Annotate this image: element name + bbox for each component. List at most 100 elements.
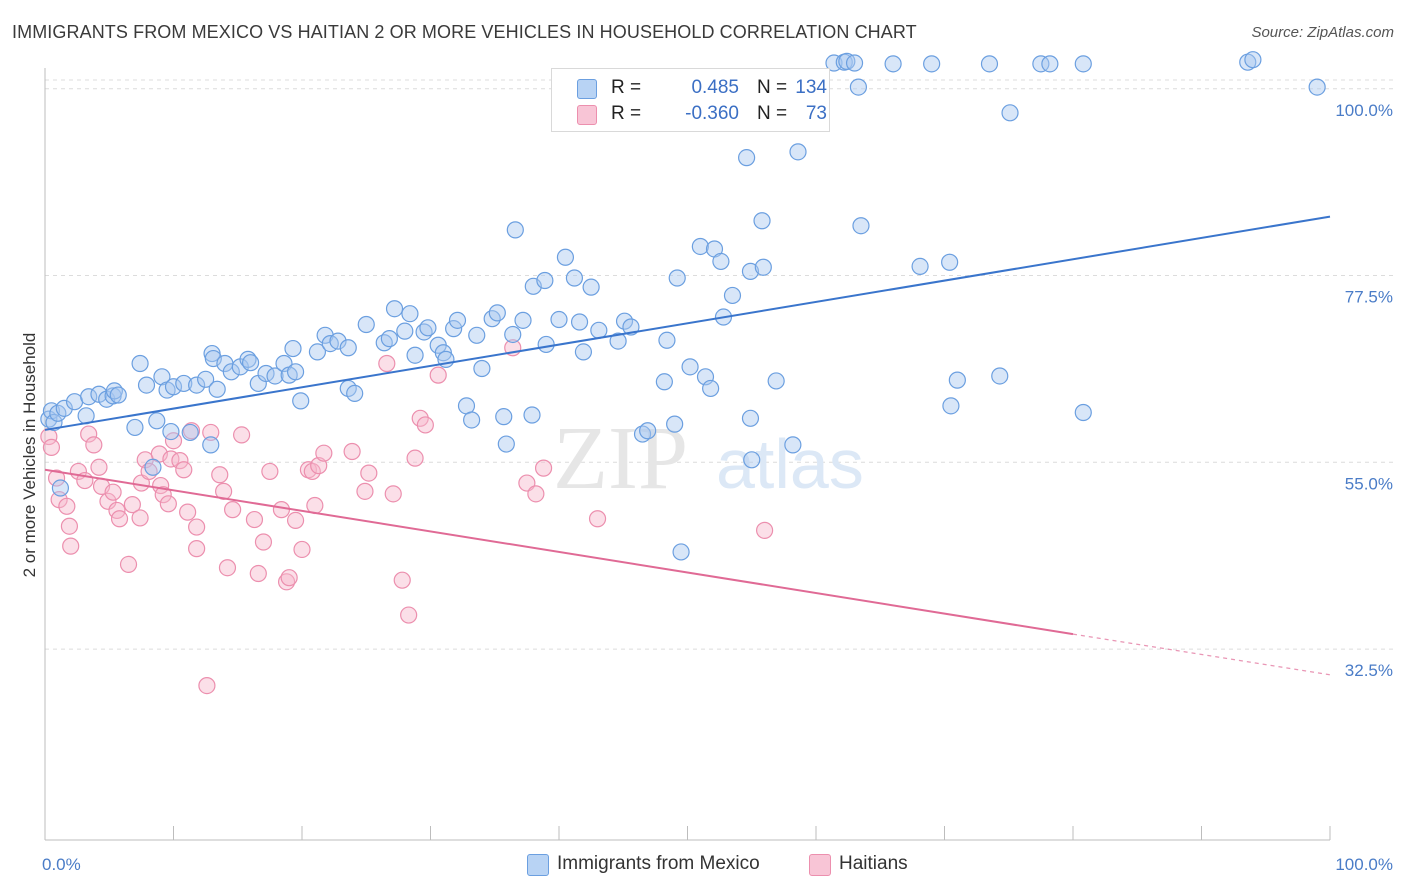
data-point	[202, 436, 220, 454]
data-point	[148, 412, 166, 430]
data-point	[315, 444, 333, 462]
data-point	[506, 221, 524, 239]
data-point	[80, 388, 98, 406]
data-point	[504, 325, 522, 344]
data-point	[1244, 51, 1262, 69]
data-point	[1074, 55, 1092, 73]
data-point	[175, 461, 193, 479]
data-point	[445, 320, 463, 338]
data-point	[45, 413, 63, 432]
data-point	[488, 304, 506, 322]
data-point	[346, 384, 364, 403]
data-point	[179, 503, 197, 521]
axes	[44, 68, 1331, 841]
data-point	[85, 436, 103, 454]
data-point	[743, 451, 761, 469]
data-point	[582, 278, 600, 296]
series-immigrants-from-mexico	[40, 51, 1326, 561]
data-point	[356, 482, 374, 500]
data-point	[401, 305, 419, 323]
chart-title: IMMIGRANTS FROM MEXICO VS HAITIAN 2 OR M…	[12, 22, 917, 42]
data-point	[536, 271, 554, 290]
data-point	[527, 485, 545, 503]
y-tick-label: 55.0%	[1345, 474, 1393, 493]
legend-n-label: N =	[757, 77, 788, 98]
data-point	[197, 370, 215, 388]
data-point	[537, 335, 555, 354]
trend-line-haitians-extension	[1072, 633, 1331, 676]
trend-line-haitians	[44, 468, 1074, 636]
data-point	[51, 479, 70, 497]
legend-swatch-blue	[577, 79, 597, 99]
data-point	[164, 378, 183, 396]
data-point	[188, 518, 206, 536]
data-point	[62, 537, 80, 555]
legend-r-label: R =	[611, 103, 642, 124]
watermark-atlas: atlas	[716, 425, 864, 503]
data-point	[154, 486, 172, 504]
watermark-zip: ZIP	[553, 409, 688, 508]
data-point	[343, 442, 361, 461]
data-point	[233, 426, 251, 444]
data-point	[738, 149, 756, 167]
data-point	[570, 313, 589, 331]
data-point	[754, 258, 772, 276]
data-point	[215, 482, 233, 500]
data-point	[911, 257, 929, 275]
bottom-legend-label: Haitians	[839, 853, 908, 874]
data-point	[286, 363, 305, 381]
data-point	[767, 372, 785, 390]
correlation-legend: R = 0.485 N = 134 R = -0.360 N = 73	[551, 68, 830, 132]
data-point	[789, 143, 807, 161]
data-point	[55, 399, 73, 417]
series-haitians	[40, 339, 774, 695]
trend-line-mexico	[44, 215, 1331, 431]
data-point	[385, 300, 404, 318]
data-point	[400, 606, 418, 624]
data-point	[406, 346, 424, 364]
y-tick-label: 100.0%	[1335, 101, 1393, 120]
data-point	[137, 376, 156, 394]
legend-swatch-pink	[577, 105, 597, 125]
data-point	[80, 425, 98, 443]
data-point	[181, 423, 199, 442]
data-point	[249, 564, 267, 583]
data-point	[308, 343, 327, 361]
data-point	[565, 269, 584, 287]
data-point	[655, 373, 673, 391]
data-point	[448, 311, 467, 329]
data-point	[668, 269, 686, 287]
data-point	[406, 449, 424, 467]
data-point	[162, 422, 180, 441]
data-point	[266, 367, 284, 385]
data-point	[123, 496, 141, 514]
data-point	[514, 311, 532, 329]
data-point	[534, 459, 553, 477]
data-point	[360, 464, 378, 482]
source-label: Source: ZipAtlas.com	[1251, 24, 1394, 41]
data-point	[923, 55, 941, 73]
data-point	[104, 483, 122, 501]
data-point	[845, 54, 864, 72]
x-tick-label: 0.0%	[42, 855, 81, 874]
data-point	[58, 497, 76, 515]
data-point	[849, 78, 868, 96]
data-point	[218, 559, 237, 577]
bottom-legend-swatch-blue	[527, 854, 549, 876]
data-point	[188, 376, 206, 394]
y-tick-label: 77.5%	[1345, 288, 1393, 307]
data-point	[357, 315, 375, 334]
data-point	[691, 237, 709, 256]
data-point	[419, 319, 437, 337]
data-point	[991, 367, 1009, 385]
y-tick-label: 32.5%	[1345, 661, 1393, 680]
data-point	[588, 510, 607, 528]
legend-n-value: 134	[795, 77, 827, 98]
legend-n-value: 73	[805, 103, 827, 124]
legend-r-label: R =	[611, 77, 642, 98]
data-point	[380, 330, 398, 348]
data-point	[202, 423, 220, 442]
data-point	[339, 339, 357, 357]
data-point	[495, 408, 513, 426]
